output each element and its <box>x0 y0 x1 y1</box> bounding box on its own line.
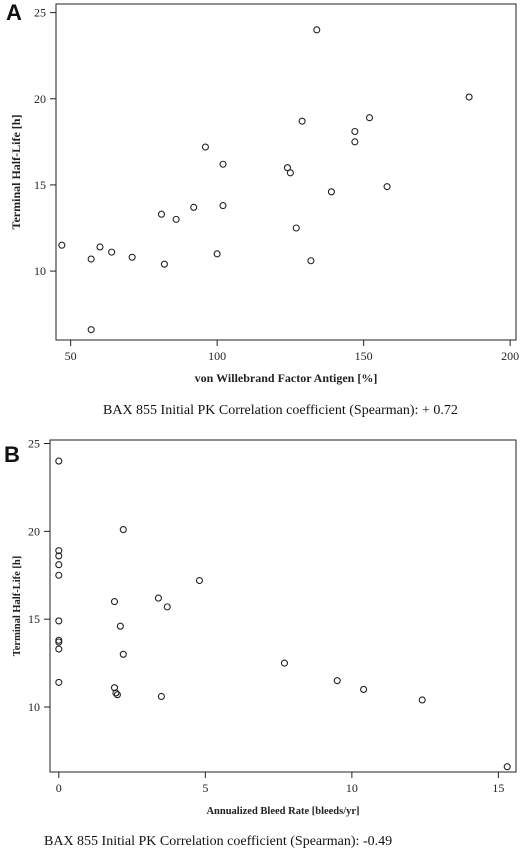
data-point <box>55 645 63 653</box>
y-axis-label: Terminal Half-Life [h] <box>12 556 23 657</box>
data-point <box>55 457 63 465</box>
data-point <box>119 526 127 534</box>
x-axis-label: Annualized Bleed Rate [bleeds/yr] <box>206 806 359 817</box>
data-point <box>503 763 511 771</box>
data-point <box>96 243 104 251</box>
data-point <box>154 594 162 602</box>
y-tick-label: 25 <box>34 6 46 20</box>
data-point <box>418 696 426 704</box>
data-point <box>116 622 124 630</box>
data-point <box>351 138 359 146</box>
y-tick-label: 15 <box>34 178 46 192</box>
data-point <box>307 257 315 265</box>
data-point <box>160 260 168 268</box>
y-tick-label: 10 <box>34 264 46 278</box>
data-point <box>219 202 227 210</box>
panel-b: B 0 5 10 15 10 15 20 25 Annualized Bleed Rate [bl… <box>4 437 517 849</box>
y-tick-label: 20 <box>28 524 40 538</box>
data-point <box>108 248 116 256</box>
data-point <box>55 571 63 579</box>
data-point <box>157 210 166 218</box>
data-point <box>195 576 204 585</box>
data-point <box>286 169 294 177</box>
data-point <box>55 678 63 686</box>
panel-a: A 50 100 150 200 10 15 20 25 von Willebrand Facto… <box>6 0 519 418</box>
x-tick-label: 100 <box>208 349 226 363</box>
y-tick-label: 10 <box>28 700 40 714</box>
x-tick-label: 5 <box>202 781 208 795</box>
data-point <box>201 143 209 151</box>
data-point <box>110 598 119 606</box>
data-point <box>280 659 289 667</box>
panel-letter: B <box>4 442 20 467</box>
data-point <box>190 203 198 211</box>
data-point <box>87 326 95 334</box>
data-point <box>55 638 63 646</box>
data-point <box>351 127 359 136</box>
x-tick-label: 150 <box>355 349 373 363</box>
data-point <box>128 253 136 261</box>
x-tick-label: 10 <box>346 781 358 795</box>
data-point <box>360 685 368 693</box>
x-axis-label: von Willebrand Factor Antigen [%] <box>195 371 378 385</box>
data-point <box>383 183 391 191</box>
plot-frame <box>49 439 517 773</box>
data-point <box>58 241 66 249</box>
data-point <box>87 255 95 263</box>
y-axis-label: Terminal Half-Life [h] <box>9 115 23 230</box>
data-point <box>163 603 171 611</box>
data-point <box>327 188 335 196</box>
data-point <box>157 692 165 701</box>
data-point <box>55 617 63 625</box>
data-point <box>465 93 473 101</box>
panel-caption: BAX 855 Initial PK Correlation coefficie… <box>103 403 458 418</box>
data-point <box>112 689 120 697</box>
data-point <box>119 650 127 658</box>
data-point <box>292 224 300 232</box>
data-point <box>333 677 341 685</box>
x-tick-label: 15 <box>492 781 504 795</box>
data-point <box>313 26 321 34</box>
x-tick-label: 50 <box>65 349 77 363</box>
plot-frame <box>55 3 517 341</box>
data-point <box>55 552 63 560</box>
data-point <box>113 691 121 699</box>
panel-caption: BAX 855 Initial PK Correlation coefficie… <box>44 834 392 849</box>
data-point <box>55 547 63 555</box>
y-tick-label: 15 <box>28 612 40 626</box>
y-tick-label: 25 <box>28 437 40 451</box>
data-point <box>213 250 221 258</box>
data-point <box>219 160 227 168</box>
x-tick-label: 0 <box>56 781 62 795</box>
data-point <box>55 561 63 569</box>
y-tick-label: 20 <box>34 92 46 106</box>
data-point <box>172 215 180 223</box>
data-point <box>283 164 292 172</box>
panel-letter: A <box>6 0 22 25</box>
data-point <box>298 117 306 125</box>
x-tick-label: 200 <box>501 349 519 363</box>
data-point <box>365 114 374 122</box>
